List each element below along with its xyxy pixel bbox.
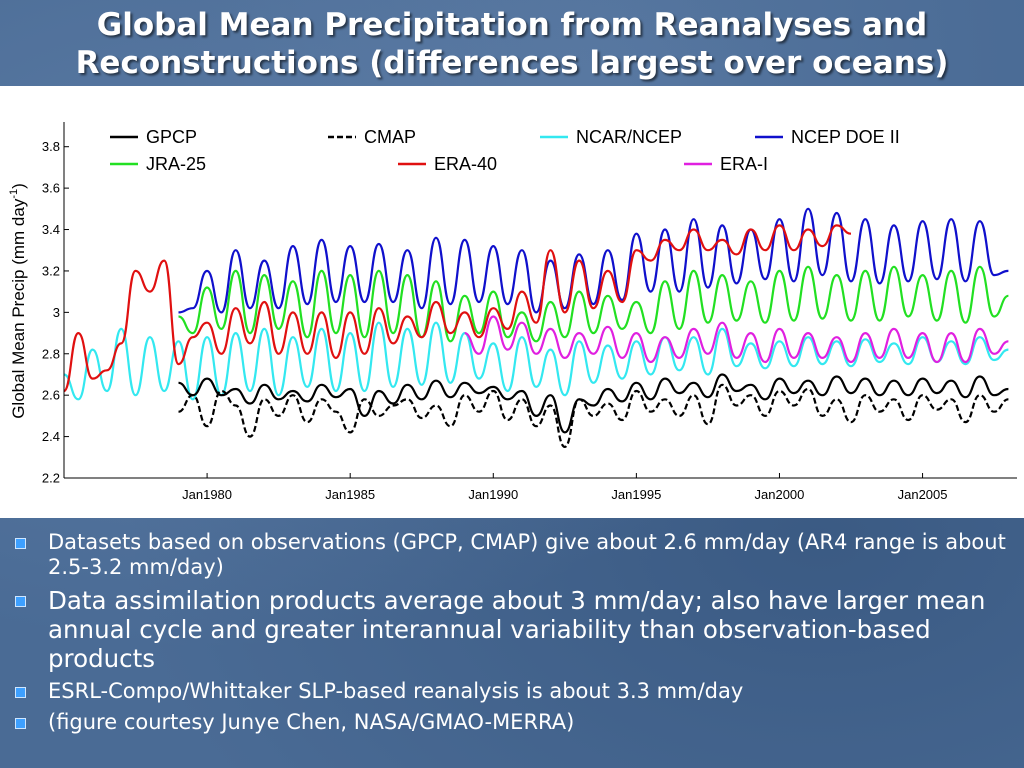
- bullet-marker-icon: [15, 538, 26, 549]
- y-tick-label: 2.2: [42, 471, 60, 486]
- bullet-list: Datasets based on observations (GPCP, CM…: [10, 530, 1014, 741]
- legend-label-jra-25: JRA-25: [146, 154, 206, 174]
- series-line-era-40: [62, 224, 852, 393]
- x-tick-label: Jan1980: [182, 487, 232, 502]
- slide-title-line-2: Reconstructions (differences largest ove…: [75, 45, 949, 81]
- legend-label-era-40: ERA-40: [434, 154, 497, 174]
- series-line-cmap: [178, 383, 1009, 448]
- y-tick-label: 3.8: [42, 139, 60, 154]
- x-tick-label: Jan1995: [611, 487, 661, 502]
- legend-label-era-i: ERA-I: [720, 154, 768, 174]
- y-tick-label: 3.6: [42, 181, 60, 196]
- legend-label-ncep-doe-ii: NCEP DOE II: [791, 127, 900, 147]
- x-tick-label: Jan1985: [325, 487, 375, 502]
- bullet-marker-icon: [15, 718, 26, 729]
- legend-label-ncar-ncep: NCAR/NCEP: [576, 127, 682, 147]
- precipitation-chart: 2.2 2.4 2.6 2.8 3 3.2 3.4 3.6 3.8 Jan1980 Jan1985 J…: [8, 122, 1017, 502]
- series-line-era-i: [464, 315, 1009, 364]
- x-tick-label: Jan2005: [898, 487, 948, 502]
- bullet-item: Data assimilation products average about…: [10, 586, 1014, 673]
- y-axis-label: Global Mean Precip (mm day-1): [8, 183, 28, 419]
- chart-panel: 2.2 2.4 2.6 2.8 3 3.2 3.4 3.6 3.8 Jan1980 Jan1985 J…: [0, 86, 1024, 518]
- y-tick-label: 2.6: [42, 388, 60, 403]
- series-line-ncep-doe-ii: [178, 207, 1009, 314]
- legend-label-gpcp: GPCP: [146, 127, 197, 147]
- y-tick-label: 3: [53, 305, 60, 320]
- slide-title: Global Mean Precipitation from Reanalyse…: [0, 6, 1024, 82]
- x-tick-label: Jan1990: [468, 487, 518, 502]
- bullet-marker-icon: [15, 687, 26, 698]
- bullet-item: Datasets based on observations (GPCP, CM…: [10, 530, 1014, 580]
- y-tick-label: 2.4: [42, 429, 60, 444]
- bullet-text: Datasets based on observations (GPCP, CM…: [48, 530, 1006, 579]
- bullet-marker-icon: [15, 596, 26, 607]
- y-tick-label: 3.4: [42, 222, 60, 237]
- series-line-jra-25: [178, 265, 1009, 343]
- bullet-text: Data assimilation products average about…: [48, 586, 986, 673]
- bullet-text: ESRL-Compo/Whittaker SLP-based reanalysi…: [48, 679, 744, 703]
- legend-label-cmap: CMAP: [364, 127, 416, 147]
- bullet-item: ESRL-Compo/Whittaker SLP-based reanalysi…: [10, 679, 1014, 704]
- y-tick-label: 2.8: [42, 346, 60, 361]
- x-tick-label: Jan2000: [755, 487, 805, 502]
- y-tick-label: 3.2: [42, 263, 60, 278]
- slide-title-line-1: Global Mean Precipitation from Reanalyse…: [96, 7, 928, 43]
- series-line-gpcp: [178, 373, 1009, 434]
- bullet-text: (figure courtesy Junye Chen, NASA/GMAO-M…: [48, 710, 575, 734]
- bullet-item: (figure courtesy Junye Chen, NASA/GMAO-M…: [10, 710, 1014, 735]
